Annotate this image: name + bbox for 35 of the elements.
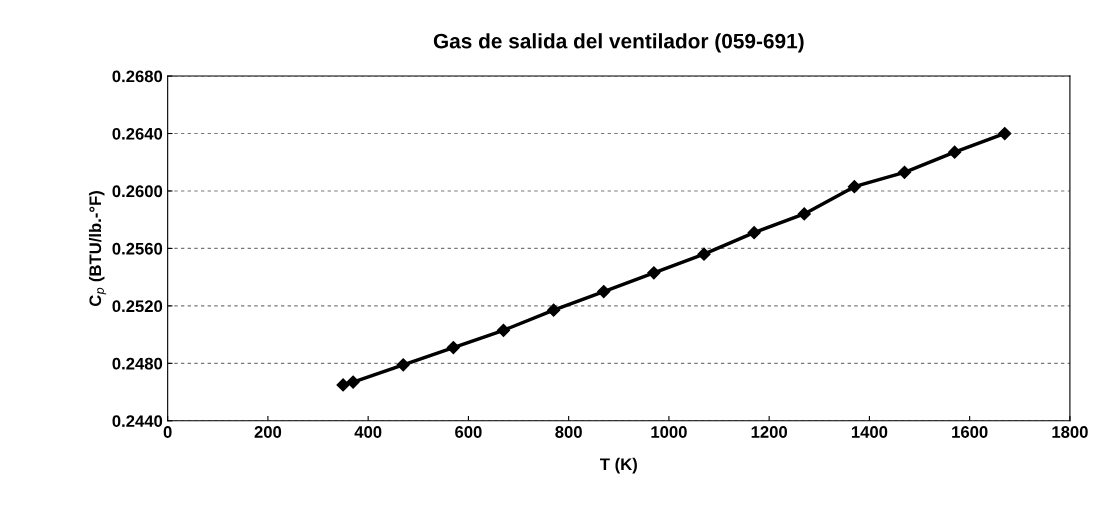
y-tick-label: 0.2600 — [112, 185, 163, 198]
y-tick-label: 0.2440 — [112, 415, 163, 428]
x-tick-label: 400 — [354, 426, 382, 438]
point — [346, 375, 360, 389]
y-tick-label: 0.2560 — [112, 242, 163, 255]
point — [797, 207, 811, 221]
y-tick-label: 0.2520 — [112, 300, 163, 313]
x-tick-label: 600 — [455, 426, 482, 438]
point — [446, 340, 460, 355]
y-tick-label: 0.2680 — [112, 70, 163, 83]
point — [547, 303, 561, 317]
point — [847, 180, 861, 194]
point — [697, 247, 711, 261]
x-tick-label: 0 — [163, 426, 172, 438]
y-tick-label: 0.2480 — [112, 357, 163, 370]
x-tick-label: 1400 — [851, 426, 888, 438]
x-tick-label: 1600 — [952, 426, 988, 438]
chart-title: Gas de salida del ventilador (059-691) — [433, 33, 804, 53]
x-tick-label: 1200 — [751, 426, 788, 438]
point — [336, 378, 350, 392]
x-tick-label: 1000 — [651, 426, 687, 438]
x-axis-title: T (K) — [600, 457, 637, 474]
point — [597, 284, 611, 299]
x-tick-label: 1800 — [1052, 426, 1088, 438]
x-tick-label: 800 — [555, 426, 582, 438]
point — [998, 126, 1012, 141]
y-axis-title: C$_{p}$ (BTU/lb.-°F) — [88, 191, 107, 307]
point — [897, 165, 912, 179]
point — [747, 226, 761, 240]
point — [396, 358, 410, 372]
x-tick-label: 200 — [254, 426, 282, 438]
point — [948, 145, 962, 159]
y-tick-label: 0.2640 — [112, 127, 163, 140]
point — [496, 323, 511, 337]
point — [647, 266, 661, 280]
